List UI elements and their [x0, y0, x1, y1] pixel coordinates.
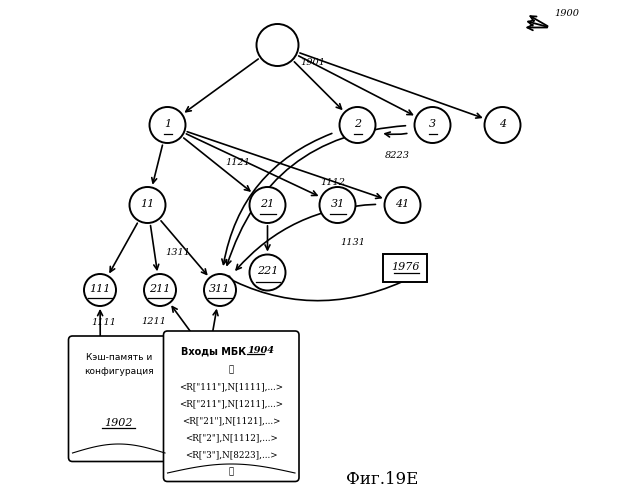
Circle shape — [130, 187, 166, 223]
Text: 3: 3 — [429, 119, 436, 129]
FancyBboxPatch shape — [383, 254, 427, 281]
Text: 111: 111 — [90, 284, 110, 294]
Circle shape — [485, 107, 521, 143]
Text: 31: 31 — [330, 199, 345, 209]
Text: конфигурация: конфигурация — [84, 368, 154, 376]
Circle shape — [415, 107, 450, 143]
Circle shape — [84, 274, 116, 306]
Text: 1901: 1901 — [300, 58, 325, 67]
FancyArrowPatch shape — [385, 132, 407, 137]
Circle shape — [319, 187, 356, 223]
Circle shape — [257, 24, 298, 66]
Text: 1904: 1904 — [247, 346, 274, 355]
Text: 8223: 8223 — [385, 150, 410, 160]
Text: <R["111"],N[1111],...>: <R["111"],N[1111],...> — [179, 382, 283, 391]
Circle shape — [149, 107, 185, 143]
Text: 1311: 1311 — [165, 248, 190, 257]
FancyArrowPatch shape — [236, 204, 375, 270]
Text: <R["21"],N[1121],...>: <R["21"],N[1121],...> — [182, 416, 281, 425]
FancyArrowPatch shape — [226, 126, 406, 265]
Text: <R["3"],N[8223],...>: <R["3"],N[8223],...> — [185, 450, 277, 459]
Text: ⋮: ⋮ — [229, 365, 234, 374]
Text: 221: 221 — [257, 266, 278, 276]
Circle shape — [204, 274, 236, 306]
Text: 1902: 1902 — [105, 418, 133, 428]
Text: ⋮: ⋮ — [229, 467, 234, 476]
Text: 1211: 1211 — [142, 316, 166, 326]
Circle shape — [250, 254, 286, 290]
Circle shape — [250, 187, 286, 223]
FancyArrowPatch shape — [224, 276, 403, 300]
Text: 2: 2 — [354, 119, 361, 129]
Text: 1121: 1121 — [225, 158, 250, 167]
Text: 1111: 1111 — [91, 318, 116, 327]
Text: 1131: 1131 — [340, 238, 365, 247]
Text: 21: 21 — [260, 199, 274, 209]
FancyBboxPatch shape — [69, 336, 169, 462]
Text: Фиг.19E: Фиг.19E — [346, 470, 418, 488]
Text: 1900: 1900 — [554, 10, 579, 18]
Circle shape — [340, 107, 375, 143]
Text: 311: 311 — [210, 284, 231, 294]
Text: 1976: 1976 — [391, 262, 419, 272]
Text: 11: 11 — [140, 199, 155, 209]
Text: <R["211"],N[1211],...>: <R["211"],N[1211],...> — [179, 399, 283, 408]
Text: 1: 1 — [164, 119, 171, 129]
Text: 211: 211 — [149, 284, 171, 294]
Text: <R["2"],N[1112],...>: <R["2"],N[1112],...> — [185, 433, 277, 442]
FancyArrowPatch shape — [222, 134, 332, 264]
Text: 4: 4 — [499, 119, 506, 129]
Circle shape — [144, 274, 176, 306]
Text: Входы МБК: Входы МБК — [180, 346, 246, 356]
FancyBboxPatch shape — [163, 331, 299, 482]
Text: Кэш-память и: Кэш-память и — [86, 352, 152, 362]
Text: 41: 41 — [396, 199, 410, 209]
Text: 1112: 1112 — [320, 178, 345, 187]
Circle shape — [385, 187, 420, 223]
